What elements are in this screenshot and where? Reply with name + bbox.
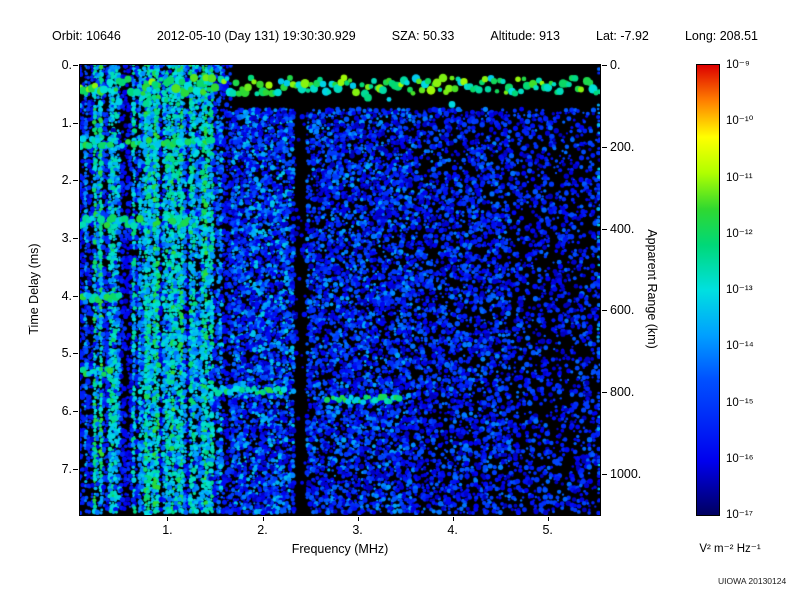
header-label: Orbit: bbox=[52, 29, 83, 43]
colorbar-unit-label: V² m⁻² Hz⁻¹ bbox=[699, 543, 761, 555]
header-field-sza: SZA: 50.33 bbox=[392, 29, 455, 43]
y-left-tick-label: 6. bbox=[61, 404, 72, 419]
header-info: Orbit: 10646 2012-05-10 (Day 131) 19:30:… bbox=[52, 29, 758, 43]
y-left-tick-label: 7. bbox=[61, 461, 72, 476]
y-left-tick-label: 2. bbox=[61, 173, 72, 188]
header-value: 913 bbox=[539, 29, 560, 43]
header-label: Altitude: bbox=[490, 29, 536, 43]
colorbar-tick-label: 10⁻¹⁷ bbox=[726, 509, 753, 521]
y-left-tick-mark bbox=[73, 180, 78, 182]
y-right-tick-mark bbox=[602, 65, 607, 66]
header-value: 2012-05-10 (Day 131) 19:30:30.929 bbox=[156, 29, 356, 43]
x-tick-label: 5. bbox=[542, 523, 553, 537]
y-right-tick-mark bbox=[602, 146, 607, 148]
y-right-tick-label: 600. bbox=[610, 303, 635, 318]
colorbar-tick-label: 10⁻¹⁵ bbox=[726, 396, 754, 409]
y-left-tick-label: 0. bbox=[61, 58, 72, 72]
y-right-tick-label: 0. bbox=[610, 58, 621, 72]
x-tick-mark bbox=[452, 517, 454, 521]
y-left-tick-mark bbox=[73, 238, 78, 240]
y-right-tick-mark bbox=[602, 474, 607, 476]
y-right-tick-label: 200. bbox=[610, 139, 635, 154]
colorbar-tick-label: 10⁻¹³ bbox=[726, 284, 753, 296]
x-tick-label: 1. bbox=[162, 523, 173, 537]
header-label: SZA: bbox=[391, 29, 420, 43]
y-right-tick-label: 1000. bbox=[610, 467, 642, 482]
header-value: 208.51 bbox=[719, 29, 758, 43]
plot-frame bbox=[79, 64, 601, 516]
x-axis-title: Frequency (MHz) bbox=[291, 542, 389, 556]
y-left-tick-mark bbox=[73, 353, 78, 355]
y-left-tick-label: 5. bbox=[61, 346, 72, 361]
x-tick-mark bbox=[167, 517, 169, 521]
x-tick-mark bbox=[547, 517, 549, 521]
y-right-tick-label: 800. bbox=[610, 385, 635, 400]
x-tick-mark bbox=[357, 517, 359, 521]
y-left-tick-label: 4. bbox=[61, 288, 72, 303]
y-left-tick-label: 1. bbox=[61, 115, 72, 130]
header-field-orbit: Orbit: 10646 bbox=[52, 29, 121, 43]
header-label: Long: bbox=[684, 29, 717, 43]
spectrogram-canvas bbox=[80, 65, 600, 515]
header-value: 50.33 bbox=[423, 29, 455, 43]
y-right-tick-label: 400. bbox=[610, 221, 635, 236]
colorbar bbox=[696, 64, 720, 516]
header-value: 10646 bbox=[86, 29, 121, 43]
y-left-tick-mark bbox=[73, 65, 78, 66]
y-left-tick-label: 3. bbox=[61, 231, 72, 246]
y-right-tick-mark bbox=[602, 228, 607, 230]
header-field-long: Long: 208.51 bbox=[685, 29, 758, 43]
colorbar-tick-label: 10⁻¹⁰ bbox=[726, 115, 754, 128]
colorbar-tick-label: 10⁻¹¹ bbox=[726, 171, 753, 184]
header-field-datetime: 2012-05-10 (Day 131) 19:30:30.929 bbox=[157, 29, 356, 43]
y-left-tick-mark bbox=[73, 122, 78, 124]
header-field-altitude: Altitude: 913 bbox=[490, 29, 560, 43]
colorbar-tick-label: 10⁻¹² bbox=[726, 227, 753, 240]
y-right-tick-mark bbox=[602, 392, 607, 394]
header-value: -7.92 bbox=[620, 29, 649, 43]
header-label: Lat: bbox=[596, 29, 617, 43]
y-left-tick-mark bbox=[73, 295, 78, 297]
x-tick-label: 2. bbox=[257, 523, 268, 537]
header-field-lat: Lat: -7.92 bbox=[596, 29, 649, 43]
y-left-tick-mark bbox=[73, 411, 78, 413]
y-right-tick-mark bbox=[602, 310, 607, 312]
y-axis-title-right: Apparent Range (km) bbox=[645, 229, 659, 349]
colorbar-tick-label: 10⁻⁹ bbox=[726, 59, 750, 71]
x-tick-label: 4. bbox=[447, 523, 458, 537]
credit-text: UIOWA 20130124 bbox=[718, 576, 787, 586]
y-left-tick-mark bbox=[73, 468, 78, 470]
colorbar-tick-label: 10⁻¹⁶ bbox=[726, 452, 754, 465]
x-tick-label: 3. bbox=[352, 523, 363, 537]
x-tick-mark bbox=[262, 517, 264, 521]
colorbar-tick-label: 10⁻¹⁴ bbox=[726, 340, 754, 353]
